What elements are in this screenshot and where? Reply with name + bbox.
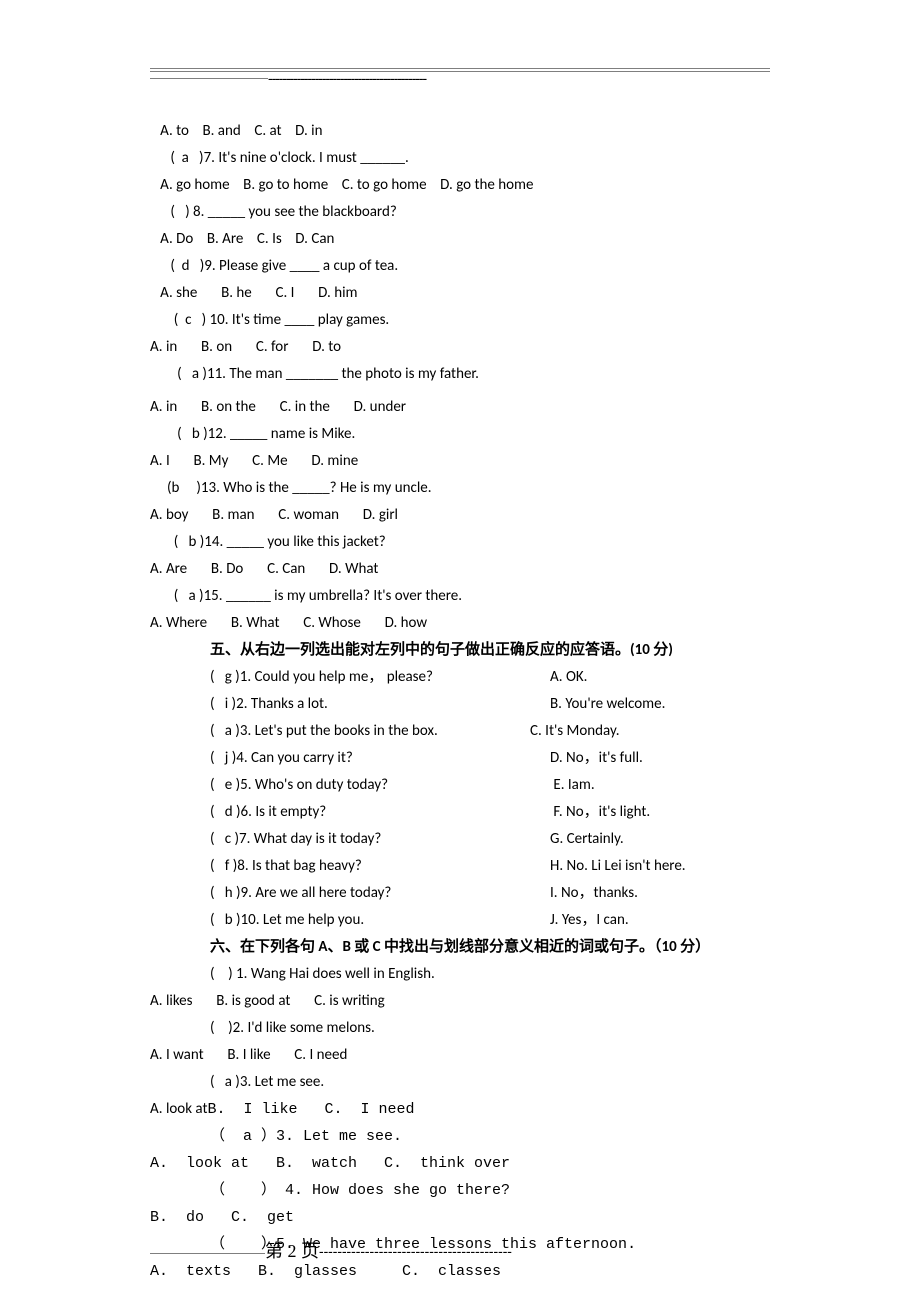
q15: ( a )15. ______ is my umbrella? It's ove… [150,583,770,610]
s3-options-row: A. look atB. I like C. I need [150,1096,770,1123]
match-row: ( i )2. Thanks a lot.B. You're welcome. [150,691,770,718]
s3: ( a )3. Let me see. [150,1069,770,1096]
s3-opt-a: A. look at [150,1100,208,1118]
rule-line [150,68,770,69]
match-row: ( d )6. Is it empty? F. No，it's light. [150,799,770,826]
footer-rule [150,1253,265,1254]
match-row: ( b )10. Let me help you.J. Yes，I can. [150,907,770,934]
match-a: H. No. Li Lei isn't here. [550,853,686,880]
match-q: ( e )5. Who's on duty today? [210,772,550,799]
match-row: ( a )3. Let's put the books in the box.C… [150,718,770,745]
s2: ( )2. I'd like some melons. [150,1015,770,1042]
q12: ( b )12. _____ name is Mike. [150,421,770,448]
page-number: 第 2 页 [265,1241,319,1261]
s1-options: A. likes B. is good at C. is writing [150,988,770,1015]
match-q: ( b )10. Let me help you. [210,907,550,934]
match-q: ( h )9. Are we all here today? [210,880,550,907]
q13: (b )13. Who is the _____? He is my uncle… [150,475,770,502]
match-a: D. No，it's full. [550,745,643,772]
match-a: B. You're welcome. [550,691,665,718]
match-a: G. Certainly. [550,826,624,853]
section-5-heading: 五、从右边一列选出能对左列中的句子做出正确反应的应答语。(10 分) [150,637,770,664]
match-a: F. No，it's light. [550,799,650,826]
rule-short [150,78,268,79]
q14-options: A. Are B. Do C. Can D. What [150,556,770,583]
q7: ( a )7. It's nine o'clock. I must ______… [150,145,770,172]
q8: ( ) 8. _____ you see the blackboard? [150,199,770,226]
section-6-heading: 六、在下列各句 A、B 或 C 中找出与划线部分意义相近的词或句子。（10 分） [150,934,770,961]
match-a: J. Yes，I can. [550,907,629,934]
page-footer: 第 2 页-----------------------------------… [150,1235,770,1267]
s1: ( ) 1. Wang Hai does well in English. [150,961,770,988]
q9-options: A. she B. he C. I D. him [150,280,770,307]
q10-options: A. in B. on C. for D. to [150,334,770,361]
match-q: ( d )6. Is it empty? [210,799,550,826]
q11: ( a )11. The man _______ the photo is my… [150,361,770,388]
match-row: ( f )8. Is that bag heavy?H. No. Li Lei … [150,853,770,880]
match-row: ( h )9. Are we all here today?I. No，than… [150,880,770,907]
match-q: ( a )3. Let's put the books in the box. [210,718,550,745]
s3-opt-bc: B. I like C. I need [208,1101,415,1118]
match-a: A. OK. [550,664,587,691]
s3b-options: A. look at B. watch C. think over [150,1150,770,1177]
q13-options: A. boy B. man C. woman D. girl [150,502,770,529]
match-row: ( e )5. Who's on duty today? E. Iam. [150,772,770,799]
s3b: （ a ）3. Let me see. [150,1123,770,1150]
q12-options: A. I B. My C. Me D. mine [150,448,770,475]
s2-options: A. I want B. I like C. I need [150,1042,770,1069]
match-row: ( j )4. Can you carry it?D. No，it's full… [150,745,770,772]
rule-line [150,71,770,72]
match-q: ( g )1. Could you help me， please? [210,664,550,691]
q15-options: A. Where B. What C. Whose D. how [150,610,770,637]
match-a: E. Iam. [550,772,595,799]
q8-options: A. Do B. Are C. Is D. Can [150,226,770,253]
top-dashes: ----------------------------------------… [268,67,426,94]
s4-options: B. do C. get [150,1204,770,1231]
match-a: C. It's Monday. [530,718,620,745]
q6-options: A. to B. and C. at D. in [150,118,770,145]
q7-options: A. go home B. go to home C. to go home D… [150,172,770,199]
q10: ( c ) 10. It's time ____ play games. [150,307,770,334]
top-border: ----------------------------------------… [150,68,770,88]
match-q: ( f )8. Is that bag heavy? [210,853,550,880]
match-row: ( g )1. Could you help me， please?A. OK. [150,664,770,691]
match-q: ( c )7. What day is it today? [210,826,550,853]
match-a: I. No，thanks. [550,880,638,907]
match-row: ( c )7. What day is it today?G. Certainl… [150,826,770,853]
match-q: ( i )2. Thanks a lot. [210,691,550,718]
q9: ( d )9. Please give ____ a cup of tea. [150,253,770,280]
s4: （ ） 4. How does she go there? [150,1177,770,1204]
q11-options: A. in B. on the C. in the D. under [150,394,770,421]
document-body: A. to B. and C. at D. in ( a )7. It's ni… [150,118,770,1285]
q14: ( b )14. _____ you like this jacket? [150,529,770,556]
footer-dashes: ----------------------------------------… [319,1244,512,1262]
match-q: ( j )4. Can you carry it? [210,745,550,772]
